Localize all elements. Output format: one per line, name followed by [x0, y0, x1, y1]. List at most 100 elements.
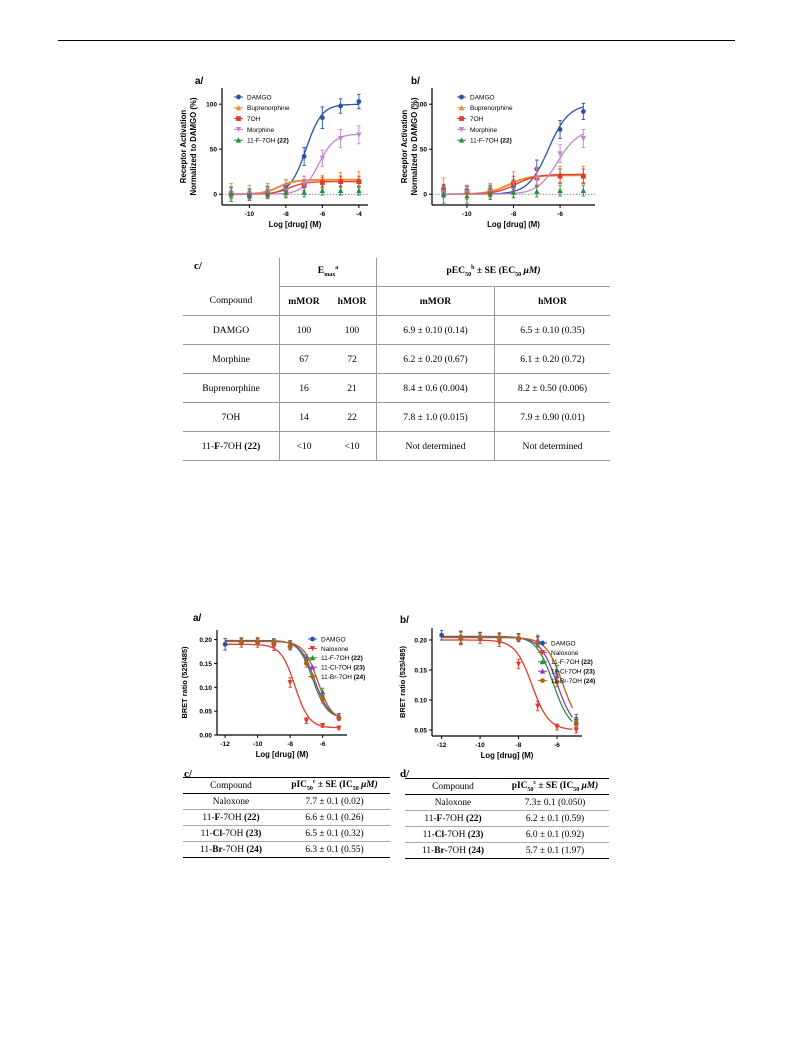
table-row: 11-Br-7OH (24) 5.7 ± 0.1 (1.97): [405, 842, 609, 859]
col-mmor-pec: mMOR: [376, 286, 495, 316]
data-point: [580, 136, 587, 142]
y-tick-label: 0.10: [199, 685, 212, 692]
pec50-hmor-cell: 6.1 ± 0.20 (0.72): [494, 344, 610, 374]
data-point: [283, 189, 289, 195]
data-point: [287, 643, 293, 649]
bret-chart-b: 0.05 0.10 0.15 0.20 -12 -10 -8 -6 Log [drug] (M)…: [398, 628, 595, 760]
legend-label: 11-Br-7OH (24): [321, 674, 365, 681]
legend-marker: [235, 137, 242, 143]
emax-hmor-cell: 72: [328, 344, 377, 374]
table2-label: c/: [184, 768, 192, 780]
emax-hmor-cell: 21: [328, 373, 377, 403]
table-row: 11-F-7OH (22) 6.2 ± 0.1 (0.59): [405, 810, 609, 827]
x-tick-label: -8: [511, 211, 517, 218]
col-mmor-emax: mMOR: [279, 286, 328, 316]
t2-col-compound: Compound: [183, 777, 279, 794]
table-row: Naloxone 7.7 ± 0.1 (0.02): [183, 793, 390, 810]
panel-a-label: a/: [195, 76, 204, 87]
legend-label: Buprenorphine: [247, 105, 290, 112]
y-axis-title: Receptor Activation: [179, 110, 188, 184]
data-point: [301, 189, 307, 195]
legend-label: DAMGO: [321, 636, 346, 643]
pic50-cell: 6.3 ± 0.1 (0.55): [279, 841, 390, 858]
legend-marker: [540, 678, 545, 683]
x-tick-label: -10: [245, 211, 255, 218]
y-axis-title: Normalized to DAMGO (%): [410, 97, 419, 195]
pec50-hmor-cell: Not determined: [494, 431, 610, 461]
data-point: [580, 109, 586, 114]
data-point: [535, 703, 541, 709]
col-hmor-emax: hMOR: [328, 286, 377, 316]
y-tick-label: 0.20: [199, 637, 212, 644]
data-point: [516, 635, 521, 641]
data-point: [510, 189, 517, 195]
legend-marker: [236, 94, 241, 100]
table3-label: d/: [400, 768, 410, 780]
legend-marker: [459, 94, 464, 100]
legend-marker: [236, 116, 241, 121]
y-tick-label: 0: [423, 192, 427, 199]
data-point: [319, 723, 326, 729]
compound-cell: Buprenorphine: [183, 373, 280, 403]
pec50-mmor-cell: 6.9 ± 0.10 (0.14): [376, 315, 495, 345]
data-point: [320, 696, 326, 702]
agonist-table: Emaxa pEC50b ± SE (EC50 μM) Compound mMO…: [183, 258, 610, 461]
compound-cell: Naloxone: [183, 793, 279, 810]
antagonist-table-c: Compound pIC50c ± SE (IC50 μM) Naloxone 7…: [183, 777, 390, 858]
data-point: [580, 187, 587, 193]
y-tick-label: 0.20: [414, 638, 427, 645]
compound-cell: 11-F-7OH (22): [183, 809, 279, 826]
data-point: [222, 641, 228, 647]
compound-cell: 11-Br-7OH (24): [405, 842, 501, 859]
antagonist-table-d: Compound pIC50c ± SE (IC50 μM) Naloxone 7…: [405, 778, 609, 859]
y-tick-label: 50: [420, 147, 428, 154]
data-point: [439, 632, 445, 638]
pic50-cell: 6.0 ± 0.1 (0.92): [501, 826, 609, 843]
panel-b-label: b/: [411, 76, 420, 87]
legend-marker: [458, 104, 465, 111]
table-row: 11-Cl-7OH (23) 6.5 ± 0.1 (0.32): [183, 825, 390, 842]
fit-curve: [225, 640, 340, 718]
data-point: [319, 155, 326, 162]
legend-label: 11-F-7OH (22): [470, 138, 512, 145]
table-row: Morphine 67 72 6.2 ± 0.20 (0.67) 6.1 ± 0.20 …: [183, 344, 610, 374]
data-point: [477, 634, 483, 640]
x-tick-label: -10: [462, 211, 472, 218]
x-axis-title: Log [drug] (M): [487, 220, 540, 229]
legend-label: 11-Cl-7OH (23): [321, 665, 365, 672]
y-axis-title: Normalized to DAMGO (%): [189, 97, 198, 195]
fit-curve: [225, 643, 339, 729]
fit-curve: [231, 133, 359, 195]
data-point: [303, 661, 309, 666]
legend-marker: [309, 664, 316, 670]
compound-cell: 11-Cl-7OH (23): [405, 826, 501, 843]
pic50-cell: 5.7 ± 0.1 (1.97): [501, 842, 609, 859]
data-point: [246, 192, 253, 198]
emax-mmor-cell: 16: [279, 373, 328, 403]
table-row: DAMGO 100 100 6.9 ± 0.10 (0.14) 6.5 ± 0.10 (…: [183, 315, 610, 345]
pec50-hmor-cell: 6.5 ± 0.10 (0.35): [494, 315, 610, 345]
legend-marker: [540, 640, 545, 646]
pec50-mmor-cell: Not determined: [376, 431, 495, 461]
legend-label: 7OH: [470, 116, 484, 123]
legend-label: Naloxone: [321, 646, 349, 653]
compound-cell: 11-F-7OH (22): [405, 810, 501, 827]
legend-marker: [309, 646, 316, 652]
data-point: [303, 718, 310, 724]
table-row: 11-F-7OH (22) 6.6 ± 0.1 (0.26): [183, 809, 390, 826]
data-point: [557, 151, 563, 157]
table-row: 11-F-7OH (22) <10 <10 Not determined Not det…: [183, 431, 610, 461]
x-tick-label: -12: [437, 742, 447, 749]
data-point: [264, 191, 271, 197]
compound-cell: 7OH: [183, 402, 280, 432]
y-axis-title: BRET ratio (525/485): [398, 646, 407, 718]
data-point: [557, 173, 563, 179]
legend-marker: [539, 668, 546, 674]
fit-curve: [441, 636, 573, 709]
emax-mmor-cell: <10: [279, 431, 328, 461]
page-top-rule: [58, 40, 735, 41]
legend-label: Morphine: [247, 127, 274, 134]
col-hmor-pec: hMOR: [494, 286, 610, 316]
compound-cell: 11-Br-7OH (24): [183, 841, 279, 858]
legend-label: 11-Br-7OH (24): [551, 678, 595, 685]
